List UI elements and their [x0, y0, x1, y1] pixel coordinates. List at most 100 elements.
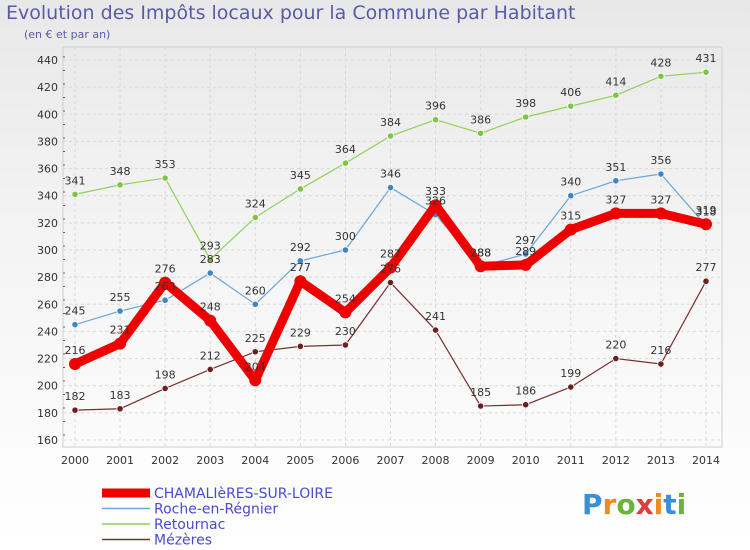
- y-tick-label: 160: [37, 434, 58, 447]
- x-tick-label: 2010: [512, 454, 540, 467]
- data-point: [564, 223, 577, 236]
- data-point: [384, 261, 397, 274]
- data-point: [477, 402, 485, 410]
- data-label: 263: [155, 280, 176, 293]
- data-label: 386: [470, 113, 491, 126]
- data-point: [654, 207, 667, 220]
- data-label: 216: [650, 344, 671, 357]
- plot-frame: [62, 46, 723, 448]
- data-label: 277: [695, 261, 716, 274]
- data-point: [116, 181, 124, 189]
- data-label: 315: [560, 210, 581, 223]
- data-point: [339, 306, 352, 319]
- data-label: 231: [110, 324, 131, 337]
- data-point: [429, 199, 442, 212]
- data-label: 289: [515, 245, 536, 258]
- data-point: [71, 406, 79, 414]
- data-label: 255: [110, 291, 131, 304]
- y-tick-label: 180: [37, 407, 58, 420]
- data-point: [522, 401, 530, 409]
- data-point: [612, 354, 620, 363]
- data-point: [386, 278, 395, 287]
- data-label: 293: [200, 240, 221, 253]
- data-label: 428: [650, 56, 671, 69]
- y-tick-label: 220: [37, 353, 58, 366]
- data-label: 277: [290, 261, 311, 274]
- data-label: 283: [200, 253, 221, 266]
- data-point: [204, 314, 217, 327]
- x-tick-label: 2007: [376, 454, 404, 467]
- x-tick-label: 2014: [692, 454, 720, 467]
- data-point: [296, 342, 304, 350]
- data-point: [116, 405, 124, 413]
- data-point: [296, 185, 304, 193]
- data-label: 288: [470, 246, 491, 259]
- x-tick-label: 2003: [196, 454, 224, 467]
- data-label: 431: [695, 52, 716, 65]
- data-label: 254: [335, 292, 356, 305]
- data-label: 300: [335, 230, 356, 243]
- data-point: [341, 159, 350, 167]
- data-label: 229: [290, 326, 311, 339]
- data-point: [567, 192, 575, 200]
- data-point: [386, 132, 395, 140]
- data-label: 276: [155, 263, 176, 276]
- data-point: [609, 207, 622, 220]
- data-point: [522, 113, 530, 121]
- data-point: [341, 341, 350, 349]
- y-tick-label: 280: [37, 271, 58, 284]
- data-point: [159, 276, 172, 289]
- y-tick-label: 320: [37, 217, 58, 230]
- data-label: 356: [650, 154, 671, 167]
- data-point: [702, 68, 710, 76]
- data-point: [161, 384, 169, 393]
- data-point: [206, 255, 214, 264]
- data-point: [431, 326, 440, 334]
- y-tick-label: 360: [37, 163, 58, 176]
- y-tick-label: 400: [37, 108, 58, 121]
- y-tick-label: 200: [37, 380, 58, 393]
- data-label: 353: [155, 158, 176, 171]
- data-label: 288: [470, 246, 491, 259]
- data-point: [161, 296, 169, 304]
- data-label: 241: [425, 310, 446, 323]
- data-label: 327: [650, 193, 671, 206]
- data-label: 199: [560, 367, 581, 380]
- data-point: [699, 218, 712, 231]
- legend-label: Retournac: [154, 517, 225, 533]
- data-point: [206, 269, 214, 277]
- data-label: 297: [515, 234, 536, 247]
- data-point: [69, 358, 81, 370]
- data-label: 318: [695, 206, 716, 219]
- data-label: 212: [200, 349, 221, 362]
- data-point: [341, 246, 350, 254]
- data-label: 216: [65, 344, 86, 357]
- x-tick-label: 2000: [61, 454, 89, 467]
- data-label: 198: [155, 368, 176, 381]
- data-label: 204: [245, 360, 266, 373]
- data-label: 384: [380, 116, 401, 129]
- chart-subtitle: (en € et par an): [24, 28, 111, 41]
- y-tick-label: 260: [37, 298, 58, 311]
- data-point: [522, 250, 530, 258]
- y-tick-label: 340: [37, 190, 58, 203]
- x-tick-label: 2012: [602, 454, 630, 467]
- x-tick-label: 2009: [467, 454, 495, 467]
- data-point: [116, 307, 124, 315]
- data-point: [71, 321, 79, 329]
- data-label: 324: [245, 197, 266, 210]
- data-label: 292: [290, 241, 311, 254]
- y-tick-label: 380: [37, 135, 58, 148]
- data-point: [206, 365, 214, 374]
- data-label: 287: [380, 248, 401, 261]
- y-tick-label: 300: [37, 244, 58, 257]
- data-point: [251, 213, 259, 222]
- data-point: [567, 102, 575, 110]
- data-label: 346: [380, 168, 401, 181]
- data-label: 348: [110, 165, 131, 178]
- data-point: [386, 183, 395, 192]
- data-label: 245: [65, 305, 86, 318]
- data-point: [114, 337, 127, 350]
- x-tick-label: 2006: [331, 454, 359, 467]
